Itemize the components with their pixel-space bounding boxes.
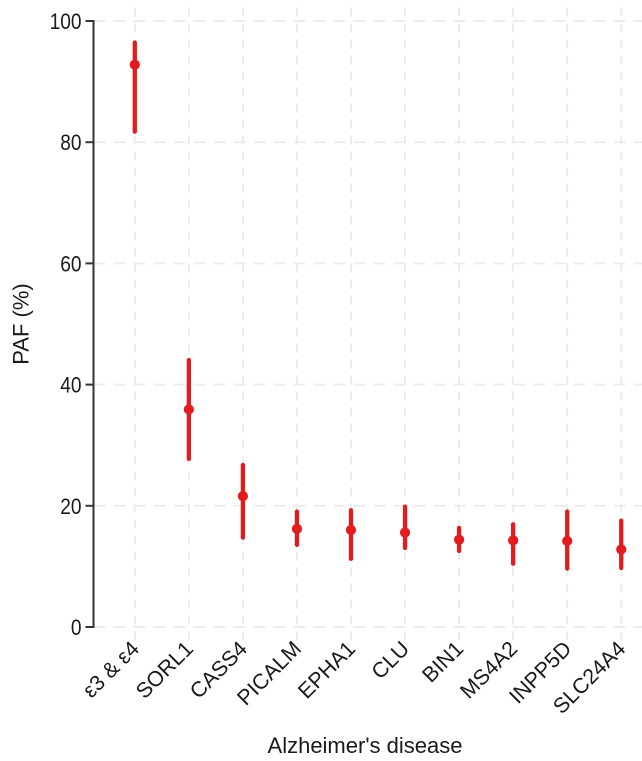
point-7 (454, 534, 465, 545)
y-axis-title: PAF (%) (9, 283, 34, 364)
point-10 (616, 544, 627, 555)
x-category-label-1: ε3 & ε4 (78, 637, 144, 703)
y-tick-label-80: 80 (60, 131, 81, 156)
point-2 (183, 404, 194, 415)
point-9 (562, 535, 573, 547)
point-8 (508, 535, 519, 546)
y-tick-label-0: 0 (71, 616, 82, 641)
point-3 (237, 491, 248, 502)
x-category-label-5: EPHA1 (293, 637, 360, 704)
y-tick-label-60: 60 (60, 252, 81, 277)
y-tick-label-100: 100 (50, 10, 82, 35)
x-category-label-2: SORL1 (131, 637, 198, 704)
pointrange-marks (129, 40, 627, 571)
x-category-label-6: CLU (367, 637, 414, 684)
y-tick-label-20: 20 (60, 494, 81, 519)
x-axis-title: Alzheimer's disease (268, 733, 463, 758)
gridlines (93, 7, 642, 641)
x-category-label-7: BIN1 (417, 637, 468, 688)
point-1 (129, 59, 140, 70)
point-4 (291, 523, 303, 534)
axes (85, 20, 95, 628)
point-6 (399, 527, 411, 538)
y-tick-label-40: 40 (60, 373, 81, 398)
point-5 (345, 524, 357, 536)
